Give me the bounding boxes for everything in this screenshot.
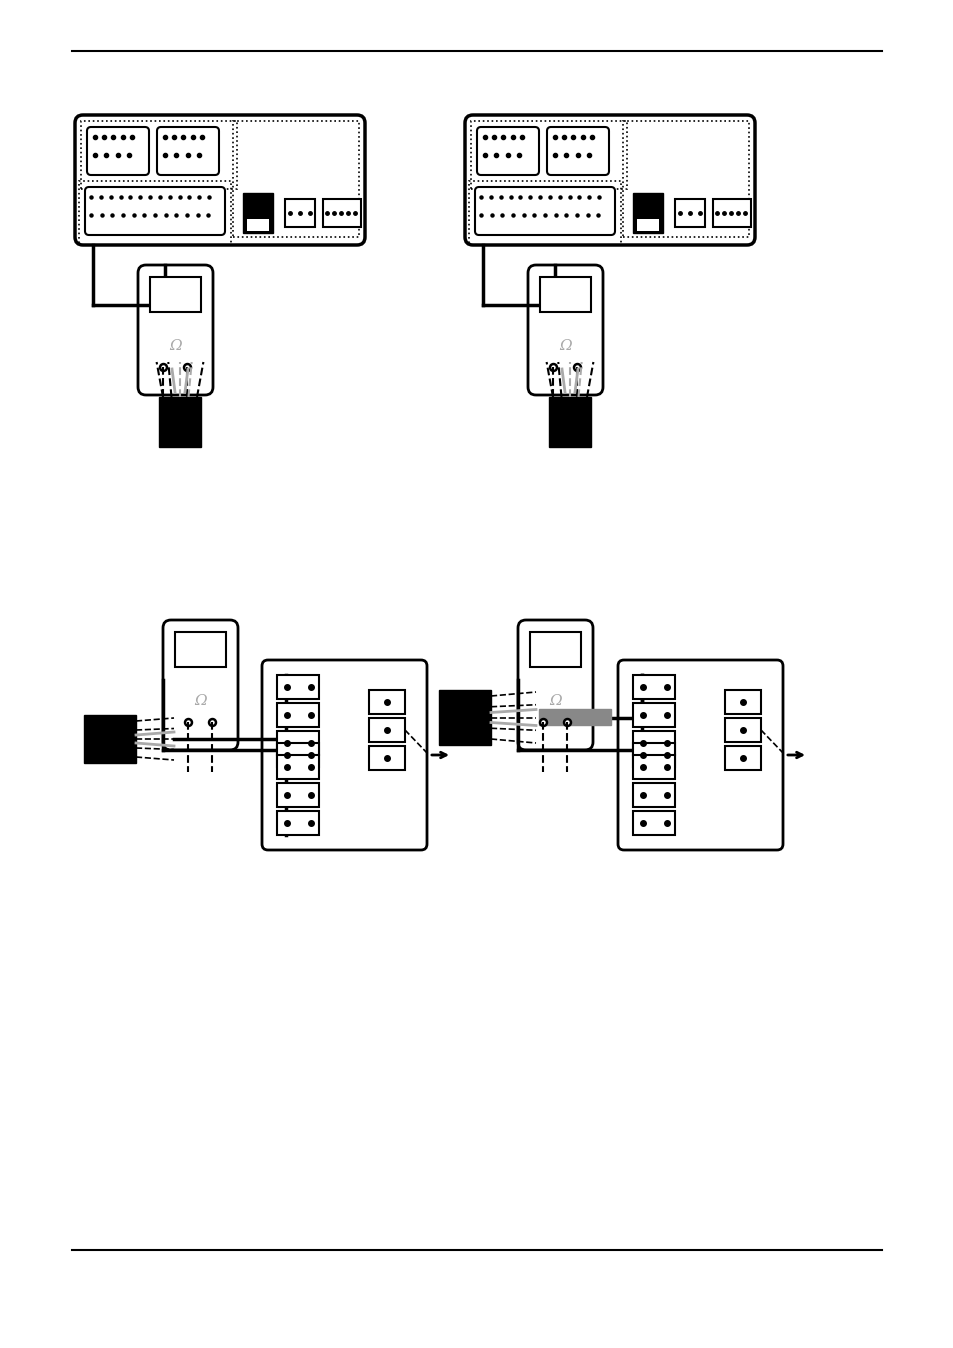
Bar: [150, 276, 201, 311]
Bar: [81, 121, 236, 189]
Bar: [633, 675, 675, 700]
FancyBboxPatch shape: [476, 127, 538, 175]
Bar: [369, 745, 405, 770]
FancyBboxPatch shape: [517, 620, 593, 749]
Bar: [724, 690, 760, 714]
Text: Ω: Ω: [558, 338, 571, 353]
Bar: [637, 218, 659, 231]
Bar: [79, 181, 231, 245]
Bar: [84, 714, 136, 763]
Bar: [622, 121, 748, 237]
Text: Ω: Ω: [169, 338, 181, 353]
FancyBboxPatch shape: [163, 620, 237, 749]
Bar: [633, 783, 675, 807]
FancyBboxPatch shape: [85, 187, 225, 235]
FancyBboxPatch shape: [546, 127, 608, 175]
Bar: [712, 200, 750, 226]
Bar: [633, 193, 662, 233]
Bar: [633, 811, 675, 834]
Bar: [159, 398, 201, 448]
Bar: [276, 783, 318, 807]
Bar: [276, 755, 318, 779]
Text: Ω: Ω: [193, 694, 206, 708]
Bar: [539, 276, 590, 311]
Bar: [633, 743, 675, 767]
Bar: [548, 398, 590, 448]
Bar: [243, 193, 273, 233]
Bar: [469, 181, 620, 245]
Bar: [276, 743, 318, 767]
Bar: [471, 121, 626, 189]
Text: Ω: Ω: [548, 694, 560, 708]
FancyBboxPatch shape: [75, 115, 365, 245]
FancyBboxPatch shape: [475, 187, 615, 235]
Bar: [276, 704, 318, 727]
Bar: [438, 690, 491, 745]
FancyBboxPatch shape: [618, 661, 782, 851]
FancyBboxPatch shape: [87, 127, 149, 175]
Bar: [530, 632, 580, 667]
Bar: [369, 690, 405, 714]
Bar: [174, 632, 226, 667]
Bar: [538, 709, 610, 725]
Bar: [247, 218, 269, 231]
Bar: [323, 200, 360, 226]
Bar: [276, 731, 318, 755]
Bar: [633, 704, 675, 727]
Bar: [285, 200, 314, 226]
Bar: [633, 755, 675, 779]
Bar: [233, 121, 358, 237]
FancyBboxPatch shape: [527, 266, 602, 395]
FancyBboxPatch shape: [262, 661, 427, 851]
Bar: [369, 718, 405, 741]
Bar: [724, 718, 760, 741]
FancyBboxPatch shape: [138, 266, 213, 395]
FancyBboxPatch shape: [157, 127, 219, 175]
FancyBboxPatch shape: [464, 115, 754, 245]
Bar: [675, 200, 704, 226]
Bar: [276, 811, 318, 834]
Bar: [276, 675, 318, 700]
Bar: [724, 745, 760, 770]
Bar: [633, 731, 675, 755]
